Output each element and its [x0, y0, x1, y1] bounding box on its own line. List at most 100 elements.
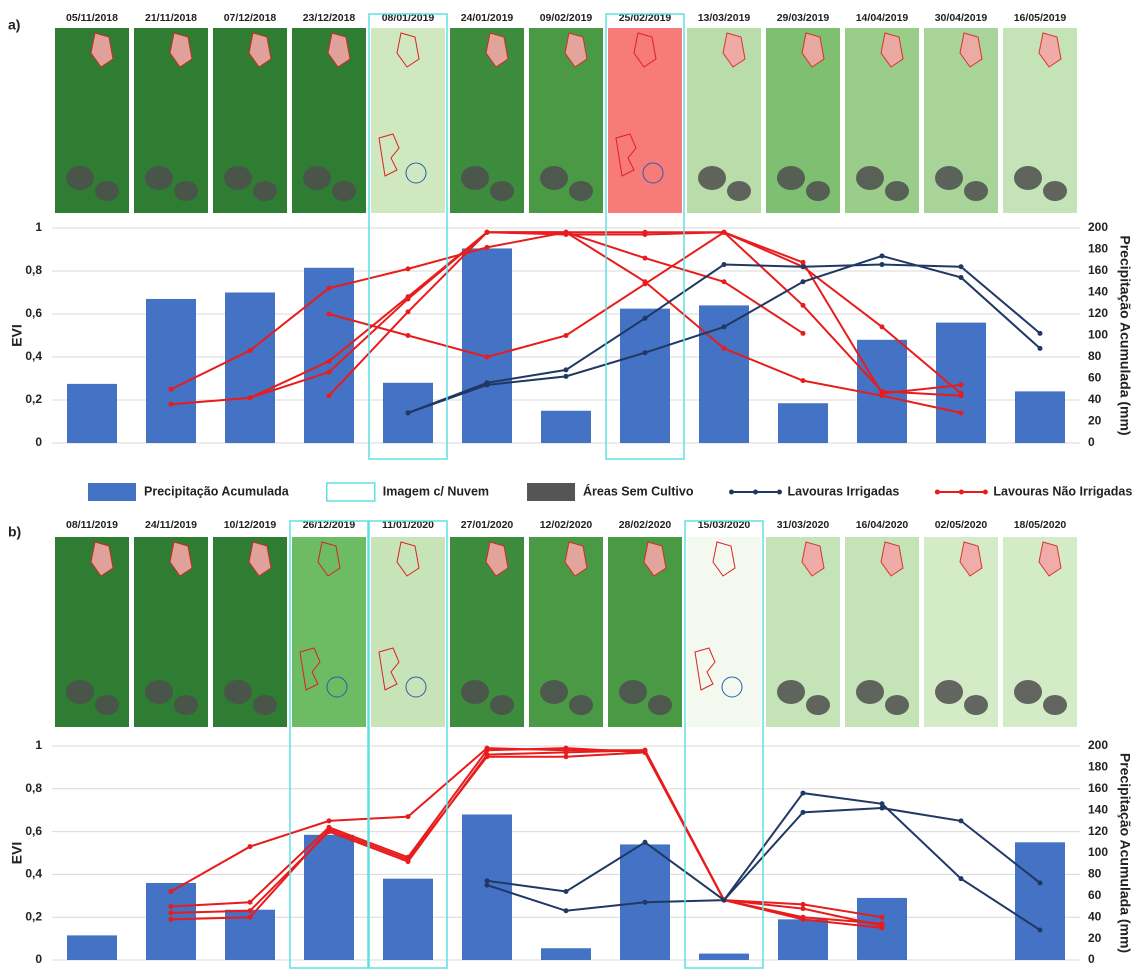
crop-area — [885, 695, 909, 715]
bar — [67, 935, 117, 960]
satellite-image — [134, 537, 208, 727]
y2-tick-label: 160 — [1088, 781, 1108, 795]
crop-area — [490, 695, 514, 715]
date-label: 02/05/2020 — [935, 519, 988, 531]
y2-tick-label: 200 — [1088, 738, 1108, 752]
marker — [880, 389, 885, 394]
marker — [959, 410, 964, 415]
y-axis-title: EVI — [9, 324, 25, 347]
y-axis-title: EVI — [9, 842, 25, 865]
bar — [462, 248, 512, 443]
marker — [643, 232, 648, 237]
crop-area — [490, 181, 514, 201]
marker — [485, 245, 490, 250]
marker — [327, 359, 332, 364]
date-label: 07/12/2018 — [224, 12, 277, 24]
marker — [880, 324, 885, 329]
marker — [959, 275, 964, 280]
marker — [485, 754, 490, 759]
crop-area — [224, 166, 252, 190]
marker — [880, 801, 885, 806]
date-label: 16/04/2020 — [856, 519, 909, 531]
legend-marker — [729, 490, 734, 495]
date-label: 08/11/2019 — [66, 519, 118, 531]
marker — [564, 908, 569, 913]
marker — [169, 904, 174, 909]
marker — [643, 316, 648, 321]
marker — [248, 900, 253, 905]
date-label: 24/01/2019 — [461, 12, 514, 24]
date-label: 18/05/2020 — [1014, 519, 1067, 531]
crop-area — [619, 680, 647, 704]
y2-tick-label: 40 — [1088, 392, 1102, 406]
date-label: 14/04/2019 — [856, 12, 909, 24]
satellite-image — [687, 28, 761, 213]
legend-marker — [983, 490, 988, 495]
date-label: 24/11/2019 — [145, 519, 197, 531]
marker — [801, 260, 806, 265]
marker — [643, 840, 648, 845]
crop-area — [461, 166, 489, 190]
marker — [1038, 331, 1043, 336]
y-tick-label: 0,8 — [25, 781, 42, 795]
y2-tick-label: 20 — [1088, 931, 1102, 945]
marker — [485, 748, 490, 753]
marker — [801, 791, 806, 796]
marker — [801, 906, 806, 911]
satellite-image — [134, 28, 208, 213]
marker — [485, 355, 490, 360]
marker — [248, 844, 253, 849]
y2-tick-label: 180 — [1088, 242, 1108, 256]
line — [171, 748, 882, 917]
satellite-image — [766, 28, 840, 213]
marker — [801, 917, 806, 922]
date-label: 21/11/2018 — [145, 12, 197, 24]
marker — [169, 910, 174, 915]
satellite-image — [55, 28, 129, 213]
marker — [722, 279, 727, 284]
marker — [801, 331, 806, 336]
marker — [643, 750, 648, 755]
date-label: 28/02/2020 — [619, 519, 672, 531]
marker — [801, 264, 806, 269]
marker — [327, 827, 332, 832]
marker — [880, 806, 885, 811]
crop-area — [1043, 695, 1067, 715]
date-label: 23/12/2018 — [303, 12, 356, 24]
y2-tick-label: 20 — [1088, 414, 1102, 428]
crop-area — [935, 166, 963, 190]
crop-area — [332, 181, 356, 201]
y-tick-label: 1 — [35, 220, 42, 234]
crop-area — [303, 166, 331, 190]
marker — [564, 230, 569, 235]
marker — [485, 883, 490, 888]
crop-area — [1014, 680, 1042, 704]
satellite-image — [371, 537, 445, 727]
marker — [248, 915, 253, 920]
marker — [169, 402, 174, 407]
y-tick-label: 0,6 — [25, 824, 42, 838]
marker — [801, 902, 806, 907]
legend-label: Lavouras Irrigadas — [788, 484, 900, 498]
bar — [146, 299, 196, 443]
satellite-image — [845, 28, 919, 213]
date-label: 09/02/2019 — [540, 12, 593, 24]
y-tick-label: 0,4 — [25, 349, 42, 363]
marker — [959, 393, 964, 398]
crop-area — [174, 695, 198, 715]
crop-area — [856, 166, 884, 190]
bar — [699, 954, 749, 960]
marker — [169, 889, 174, 894]
crop-area — [95, 695, 119, 715]
marker — [248, 908, 253, 913]
marker — [1038, 346, 1043, 351]
satellite-image — [213, 28, 287, 213]
marker — [564, 746, 569, 751]
marker — [722, 324, 727, 329]
marker — [801, 810, 806, 815]
legend-swatch — [527, 483, 575, 501]
satellite-image — [529, 28, 603, 213]
bar — [67, 384, 117, 443]
y2-tick-label: 60 — [1088, 888, 1102, 902]
marker — [880, 262, 885, 267]
